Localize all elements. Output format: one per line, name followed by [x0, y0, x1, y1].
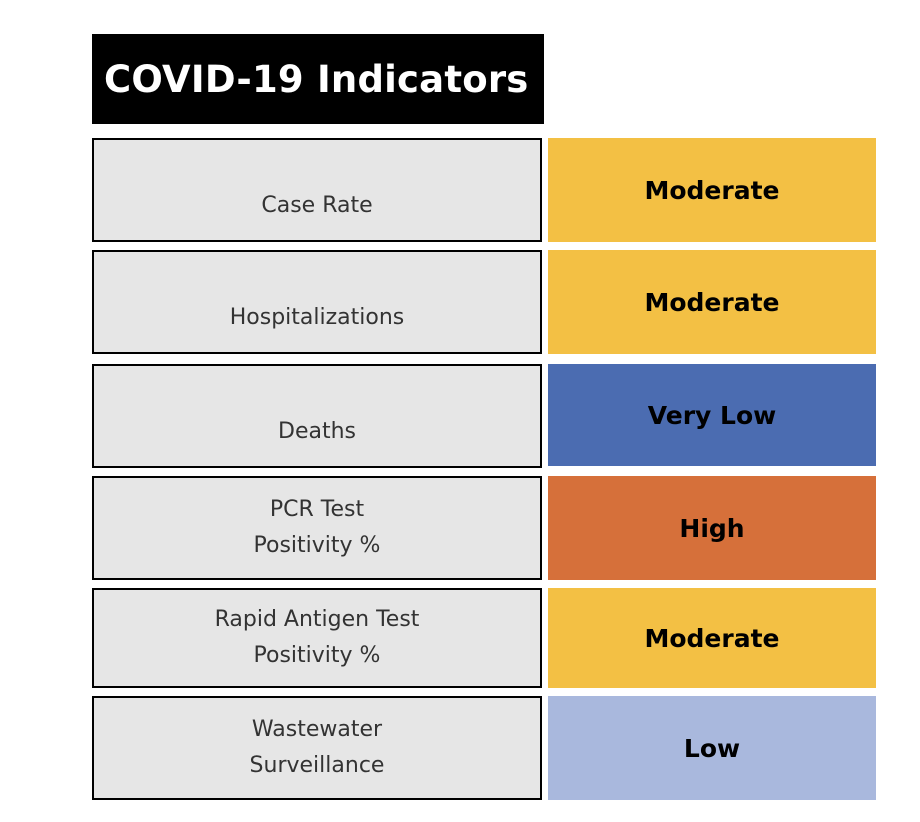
indicator-status-cell: Moderate: [548, 138, 876, 242]
indicator-label: Rapid Antigen Test Positivity %: [214, 607, 420, 668]
title-banner: COVID-19 Indicators: [92, 34, 544, 124]
indicator-status: Moderate: [644, 287, 780, 317]
indicator-status: High: [679, 513, 745, 543]
indicator-status: Very Low: [647, 400, 777, 430]
indicator-status-cell: Very Low: [548, 364, 876, 466]
indicator-label-cell: Rapid Antigen Test Positivity %: [92, 588, 542, 688]
indicator-status-cell: Moderate: [548, 250, 876, 354]
indicator-label: Wastewater Surveillance: [249, 717, 385, 778]
indicator-label-cell: Hospitalizations: [92, 250, 542, 354]
indicator-label-cell: PCR Test Positivity %: [92, 476, 542, 580]
indicator-label: Case Rate: [261, 193, 373, 218]
indicator-status-cell: High: [548, 476, 876, 580]
indicator-label: Hospitalizations: [229, 305, 405, 330]
indicator-label: PCR Test Positivity %: [253, 497, 381, 558]
page-title: COVID-19 Indicators: [104, 57, 529, 101]
indicator-status-cell: Low: [548, 696, 876, 800]
indicator-label-cell: Wastewater Surveillance: [92, 696, 542, 800]
indicator-status: Moderate: [644, 623, 780, 653]
indicator-label-cell: Case Rate: [92, 138, 542, 242]
indicator-status-cell: Moderate: [548, 588, 876, 688]
indicator-label: Deaths: [278, 419, 356, 444]
indicator-status: Moderate: [644, 175, 780, 205]
indicator-status: Low: [683, 733, 741, 763]
indicator-label-cell: Deaths: [92, 364, 542, 468]
